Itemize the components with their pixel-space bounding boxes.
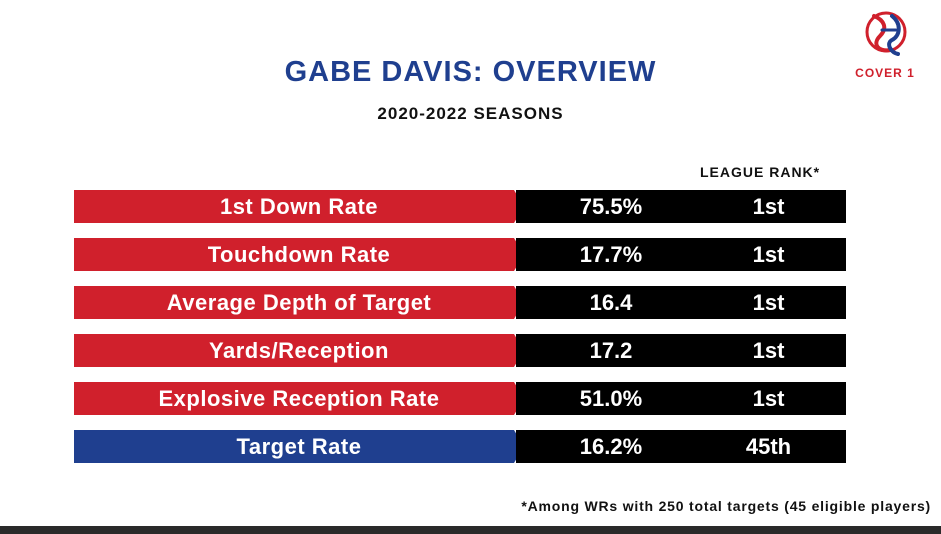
- table-row: 1st Down Rate 75.5% 1st: [74, 190, 846, 223]
- row-label: 1st Down Rate: [74, 190, 524, 223]
- row-value-cell: 16.4 1st: [516, 286, 846, 319]
- row-value: 51.0%: [579, 385, 643, 411]
- row-rank: 45th: [745, 433, 792, 459]
- row-label: Target Rate: [74, 430, 524, 463]
- rank-column-header: LEAGUE RANK*: [700, 164, 821, 180]
- table-row: Average Depth of Target 16.4 1st: [74, 286, 846, 319]
- bottom-bar: [0, 526, 941, 534]
- logo-text: COVER 1: [855, 66, 915, 80]
- table-row: Yards/Reception 17.2 1st: [74, 334, 846, 367]
- row-value: 16.2%: [579, 433, 643, 459]
- table-row: Touchdown Rate 17.7% 1st: [74, 238, 846, 271]
- row-rank: 1st: [752, 385, 785, 411]
- row-label: Explosive Reception Rate: [74, 382, 524, 415]
- page-title: GABE DAVIS: OVERVIEW: [284, 56, 657, 88]
- row-value-cell: 16.2% 45th: [516, 430, 846, 463]
- row-value: 17.2: [589, 337, 633, 363]
- page-subtitle: 2020-2022 SEASONS: [377, 104, 564, 123]
- table-row: Explosive Reception Rate 51.0% 1st: [74, 382, 846, 415]
- row-rank: 1st: [752, 241, 785, 267]
- row-value-cell: 17.2 1st: [516, 334, 846, 367]
- cover1-logo-icon: [865, 11, 907, 56]
- row-value-cell: 51.0% 1st: [516, 382, 846, 415]
- row-label: Touchdown Rate: [74, 238, 524, 271]
- row-value: 16.4: [589, 289, 633, 315]
- row-value-cell: 17.7% 1st: [516, 238, 846, 271]
- row-label: Average Depth of Target: [74, 286, 524, 319]
- row-label: Yards/Reception: [74, 334, 524, 367]
- row-rank: 1st: [752, 289, 785, 315]
- stats-table: 1st Down Rate 75.5% 1st Touchdown Rate 1…: [74, 190, 846, 478]
- row-value: 75.5%: [579, 193, 643, 219]
- row-rank: 1st: [752, 337, 785, 363]
- table-row: Target Rate 16.2% 45th: [74, 430, 846, 463]
- row-value-cell: 75.5% 1st: [516, 190, 846, 223]
- row-value: 17.7%: [579, 241, 643, 267]
- footnote: *Among WRs with 250 total targets (45 el…: [521, 498, 931, 514]
- row-rank: 1st: [752, 193, 785, 219]
- cover1-logo: COVER 1: [840, 6, 930, 80]
